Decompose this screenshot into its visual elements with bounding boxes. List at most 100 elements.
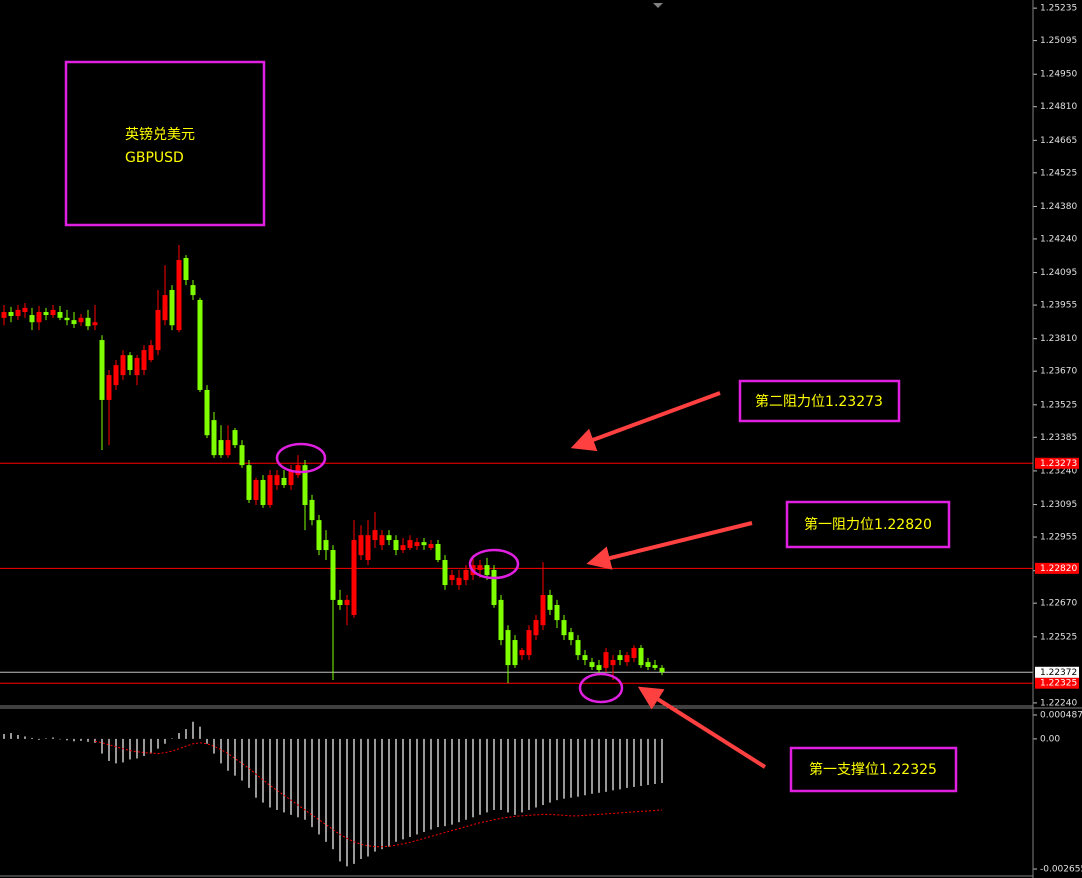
candle-body — [512, 640, 518, 666]
candle-body — [162, 295, 168, 321]
candle-body — [358, 535, 364, 556]
candle-body — [379, 535, 385, 546]
candle-body — [638, 647, 644, 666]
candle-body — [533, 620, 539, 636]
candle-body — [393, 540, 399, 551]
candle-body — [484, 565, 490, 576]
candle-body — [624, 655, 630, 663]
y-tick-label: 1.22240 — [1040, 698, 1077, 708]
candle-body — [127, 355, 133, 371]
candle-body — [232, 430, 238, 446]
annotation: 第二阻力位1.23273 — [755, 393, 883, 410]
y-tick-label: 1.23385 — [1040, 433, 1077, 443]
candle-body — [29, 315, 35, 323]
price-tag — [1035, 562, 1079, 574]
annotation-box — [785, 500, 951, 549]
candle-body — [610, 659, 616, 666]
y-tick-label: 1.25095 — [1040, 36, 1077, 46]
candle-body — [288, 470, 294, 486]
candle-body — [526, 630, 532, 656]
candle-body — [477, 565, 483, 570]
candle-body — [57, 312, 63, 318]
candle-body — [561, 620, 567, 636]
candle-body — [351, 540, 357, 615]
candle-body — [519, 650, 525, 656]
candle-body — [323, 540, 329, 551]
candle-body — [43, 312, 49, 316]
candle-body — [365, 535, 371, 561]
candle-body — [183, 257, 189, 281]
price-panel: 1.25235 1.25095 1.24950 1.24810 1.24665 1.245… — [0, 4, 1079, 708]
y-tick-label: 0.00 — [1040, 734, 1060, 744]
candle-body — [197, 299, 203, 390]
candle-body — [407, 540, 413, 548]
candle-body — [267, 475, 273, 506]
candle-body — [428, 544, 434, 548]
candle-body — [330, 550, 336, 600]
price-tag — [1035, 457, 1079, 469]
arrow — [637, 686, 767, 769]
candle-body — [456, 577, 462, 586]
candle-body — [337, 599, 343, 606]
candle-body — [589, 662, 595, 667]
price-tag-label: 1.22325 — [1040, 679, 1077, 689]
y-tick-label: 1.23810 — [1040, 334, 1077, 344]
candle-body — [71, 320, 77, 325]
price-tag-label: 1.22372 — [1040, 668, 1077, 678]
y-tick-label: 1.22525 — [1040, 632, 1077, 642]
candle-body — [617, 655, 623, 660]
y-tick-label: 1.23240 — [1040, 466, 1077, 476]
candle-body — [141, 350, 147, 371]
candle-body — [106, 375, 112, 400]
candle-body — [309, 499, 315, 521]
candle-body — [547, 595, 553, 610]
y-tick-label: 1.23670 — [1040, 367, 1077, 377]
y-tick-label: 1.24095 — [1040, 268, 1077, 278]
annotation: 第一阻力位1.22820 — [804, 516, 932, 533]
candle-body — [155, 309, 161, 351]
y-tick-label: 0.000487 — [1040, 711, 1082, 721]
candle-body — [1, 312, 7, 318]
title-box — [64, 60, 266, 227]
candle-body — [281, 477, 287, 486]
candle-body — [316, 520, 322, 551]
y-tick-label: 1.23095 — [1040, 500, 1077, 510]
candle-body — [421, 542, 427, 546]
candle-body — [148, 345, 154, 361]
signal-line — [94, 740, 663, 848]
candle-body — [92, 322, 98, 326]
y-tick-label: 1.24380 — [1040, 202, 1077, 212]
chart-title: 英镑兑美元 — [125, 126, 195, 143]
candle-body — [631, 647, 637, 658]
candle-body — [295, 465, 301, 476]
candle-body — [211, 420, 217, 456]
candle-body — [554, 605, 560, 621]
y-tick-label: 1.24950 — [1040, 70, 1077, 80]
annotation-box — [789, 746, 958, 793]
y-tick-label: 1.24810 — [1040, 102, 1077, 112]
candle-body — [260, 479, 266, 506]
arrow — [570, 391, 721, 452]
candle-body — [169, 289, 175, 326]
candle-body — [449, 575, 455, 580]
candle-body — [50, 309, 56, 316]
candle-body — [540, 595, 546, 626]
shift-marker — [653, 3, 663, 8]
candle-body — [218, 440, 224, 456]
candle-body — [239, 445, 245, 466]
y-tick-label: 1.25235 — [1040, 4, 1077, 14]
candle-body — [253, 479, 259, 500]
candle-body — [15, 309, 21, 316]
candle-body — [645, 662, 651, 667]
candle-body — [659, 667, 665, 673]
candle-body — [274, 475, 280, 486]
y-tick-label: 1.24525 — [1040, 168, 1077, 178]
candle-body — [435, 544, 441, 561]
candle-body — [36, 312, 42, 323]
candle-body — [603, 652, 609, 668]
annotation: 第一支撑位1.22325 — [809, 761, 937, 778]
candle-body — [22, 307, 28, 313]
arrow — [586, 521, 753, 570]
